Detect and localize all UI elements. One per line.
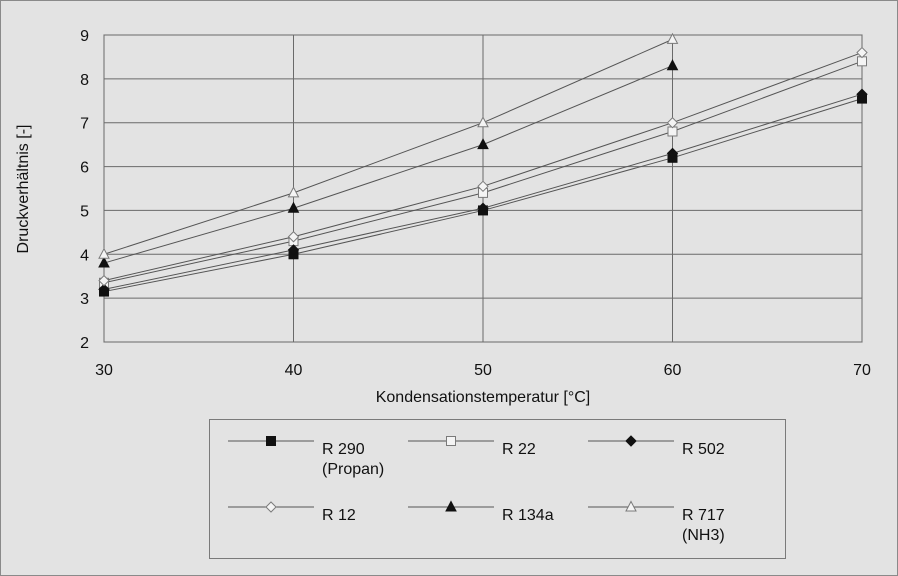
data-point <box>477 138 489 150</box>
x-axis-label: Kondensationstemperatur [°C] <box>376 389 591 406</box>
data-point <box>98 283 110 296</box>
legend-marker <box>265 501 277 513</box>
legend-symbol <box>588 435 674 447</box>
legend-symbol <box>228 501 314 513</box>
series-3 <box>98 46 868 287</box>
data-series <box>98 32 868 297</box>
data-point <box>666 32 679 44</box>
legend: R 290 (Propan) R 22 R 502 R 12 R 134a R 717 (… <box>209 419 786 559</box>
x-tick-label: 70 <box>853 362 871 379</box>
y-tick-label: 7 <box>80 116 89 133</box>
legend-label: R 134a <box>502 507 554 524</box>
data-point <box>666 147 679 160</box>
legend-marker <box>625 500 637 512</box>
data-point <box>287 201 300 213</box>
legend-label: R 717 (NH3) <box>682 507 725 544</box>
data-point <box>477 202 489 214</box>
x-tick-label: 50 <box>474 362 492 379</box>
data-point <box>666 117 679 129</box>
y-tick-label: 2 <box>80 335 89 352</box>
x-tick-label: 40 <box>285 362 303 379</box>
x-tick-label: 30 <box>95 362 113 379</box>
y-tick-label: 5 <box>80 203 89 220</box>
y-tick-label: 4 <box>80 247 89 264</box>
y-tick-label: 8 <box>80 72 89 89</box>
legend-item: R 717 (NH3) <box>586 496 771 550</box>
y-tick-label: 6 <box>80 160 89 177</box>
data-point <box>666 59 679 71</box>
series-5 <box>98 32 679 259</box>
x-tick-label: 60 <box>664 362 682 379</box>
legend-marker <box>446 436 456 446</box>
legend-symbol <box>408 500 494 512</box>
legend-label: R 22 <box>502 441 536 458</box>
legend-symbol <box>228 436 314 446</box>
legend-marker <box>445 500 457 512</box>
data-point <box>287 244 300 256</box>
legend-item: R 22 <box>406 430 591 484</box>
data-point <box>98 274 110 287</box>
legend-symbol <box>588 500 674 512</box>
series-2 <box>98 88 868 296</box>
data-point <box>98 247 110 259</box>
data-point <box>477 180 489 193</box>
legend-symbol <box>408 436 494 446</box>
data-point <box>287 231 300 243</box>
legend-label: R 502 <box>682 441 725 458</box>
data-point <box>98 256 110 268</box>
legend-marker <box>625 435 637 447</box>
series-line <box>103 38 673 255</box>
legend-label: R 290 (Propan) <box>322 441 385 478</box>
y-tick-labels: 2 3 4 5 6 7 8 9 <box>80 28 89 352</box>
legend-label: R 12 <box>322 507 356 524</box>
y-axis-label: Druckverhältnis [-] <box>15 125 32 254</box>
legend-item: R 290 (Propan) <box>226 430 411 484</box>
data-point <box>287 186 300 198</box>
series-4 <box>98 59 679 268</box>
data-point <box>477 116 489 128</box>
data-point <box>856 46 868 59</box>
legend-marker <box>266 436 276 446</box>
y-tick-label: 3 <box>80 291 89 308</box>
legend-item: R 134a <box>406 496 591 550</box>
data-point <box>856 88 868 100</box>
x-tick-labels: 30 40 50 60 70 <box>95 362 871 379</box>
legend-item: R 12 <box>226 496 411 550</box>
y-tick-label: 9 <box>80 28 89 45</box>
legend-item: R 502 <box>586 430 771 484</box>
series-line <box>103 65 673 264</box>
